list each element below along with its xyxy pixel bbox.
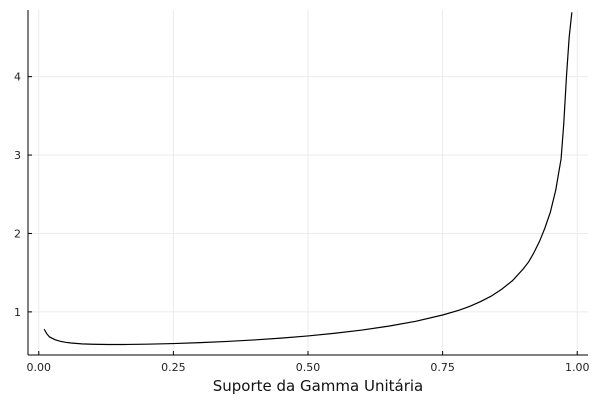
- y-tick-label: 1: [14, 306, 21, 319]
- x-tick-label: 0.75: [430, 361, 455, 374]
- x-tick-label: 0.50: [296, 361, 321, 374]
- y-tick-label: 4: [14, 71, 21, 84]
- grid-lines: [28, 10, 588, 355]
- y-tick-label: 3: [14, 149, 21, 162]
- series: [43, 12, 573, 346]
- x-tick-label: 0.00: [27, 361, 52, 374]
- y-tick-label: 2: [14, 227, 21, 240]
- x-tick-label: 0.25: [161, 361, 186, 374]
- x-tick-label: 1.00: [565, 361, 590, 374]
- series-line-0: [43, 12, 573, 346]
- x-axis-title: Suporte da Gamma Unitária: [213, 377, 424, 395]
- ticks: 0.00 0.25 0.50 0.75 1.00 1 2 3 4: [14, 71, 589, 374]
